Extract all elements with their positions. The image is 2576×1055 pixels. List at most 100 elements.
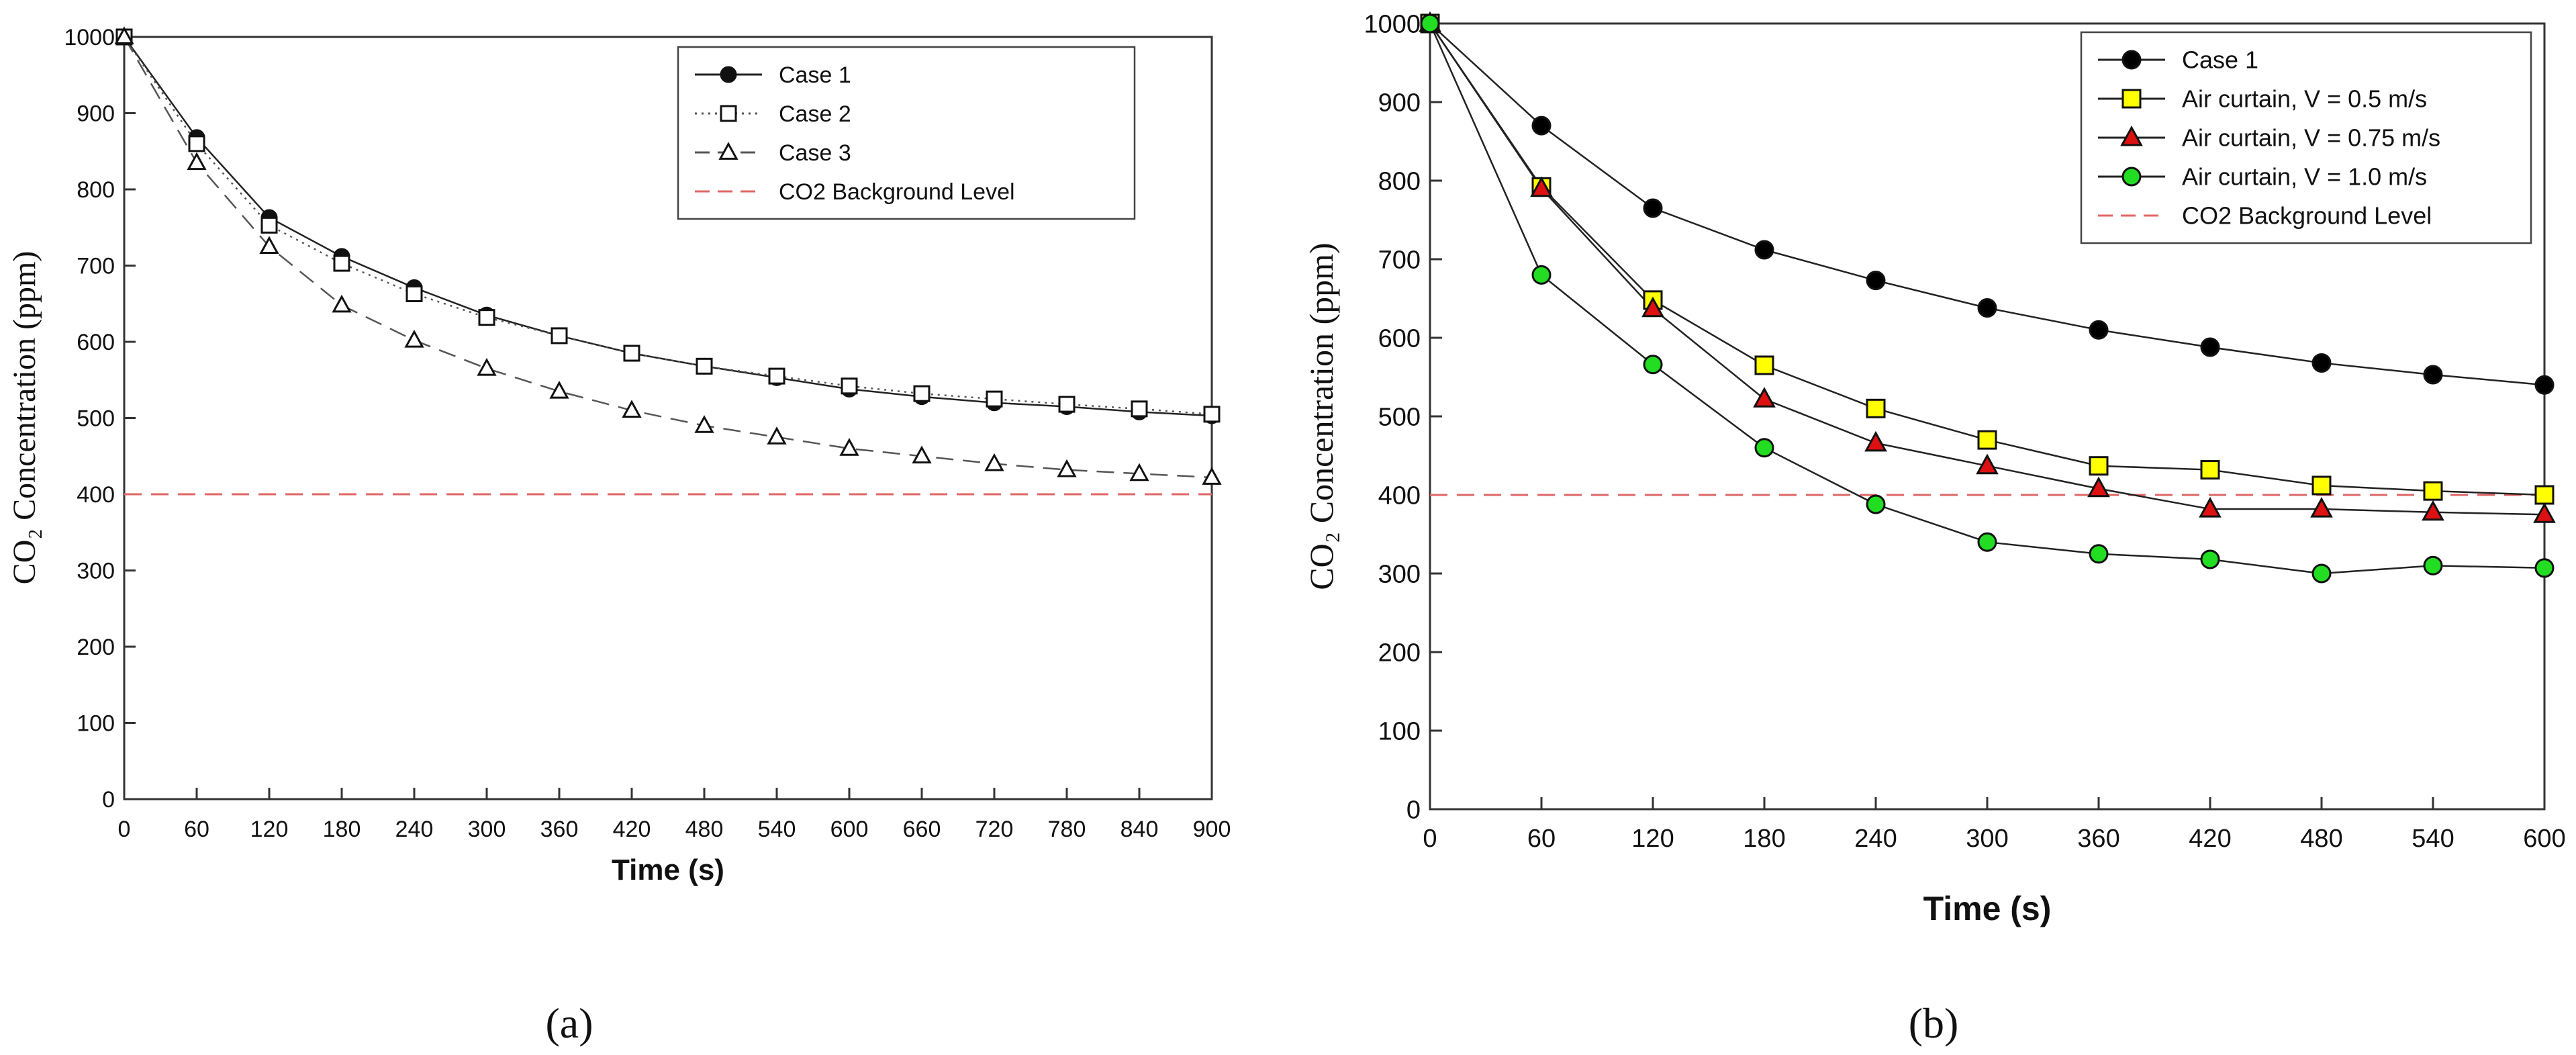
data-point — [2200, 460, 2220, 480]
data-point — [2087, 476, 2110, 498]
data-point — [1202, 467, 1222, 485]
data-point — [1129, 463, 1149, 481]
legend-entry: CO2 Background Level — [779, 179, 1015, 205]
x-tick-label: 600 — [830, 817, 869, 842]
panel-label-a: (a) — [545, 999, 593, 1047]
x-tick-label: 900 — [1193, 817, 1231, 842]
data-point — [622, 400, 642, 418]
data-point — [2423, 365, 2443, 385]
y-tick-label: 0 — [1406, 796, 1421, 824]
data-point — [1641, 296, 1664, 318]
data-point — [114, 26, 134, 44]
data-point — [477, 357, 497, 376]
data-point — [1753, 387, 1776, 408]
x-tick-label: 540 — [758, 817, 796, 842]
data-point — [913, 385, 931, 402]
y-tick-label: 400 — [77, 482, 115, 508]
data-point — [2200, 549, 2220, 569]
y-tick-label: 700 — [77, 253, 115, 279]
ticks-b: 0 100 200 300 400 500 600 700 800 900 1000 0 60 120 18… — [1364, 10, 2565, 853]
data-point — [841, 377, 858, 395]
chart-panel-a: 0 100 200 300 400 500 600 700 800 900 1000 0 60 120 18… — [7, 25, 1231, 1047]
data-point — [260, 216, 278, 234]
data-point — [2534, 558, 2555, 578]
legend-marker — [2121, 89, 2142, 109]
data-point — [2534, 375, 2555, 395]
legend-marker — [2120, 125, 2143, 146]
data-point — [696, 357, 713, 375]
data-point — [2423, 555, 2443, 576]
series-b — [1419, 11, 2556, 584]
legend-entry: Case 2 — [779, 101, 851, 127]
data-point — [2199, 496, 2222, 518]
legend-marker — [720, 105, 737, 122]
data-point — [1643, 198, 1663, 218]
y-tick-label: 500 — [77, 406, 115, 431]
y-tick-label: 1000 — [64, 25, 115, 50]
x-tick-label: 120 — [1631, 825, 1674, 853]
legend-box — [677, 46, 1136, 220]
x-tick-label: 360 — [540, 817, 579, 842]
y-axis-label-b: CO₂ Concentration (ppm) — [1302, 242, 1340, 590]
data-point — [2311, 475, 2332, 496]
data-point — [1058, 396, 1076, 413]
data-point — [1977, 430, 1997, 450]
y-tick-label: 700 — [1378, 246, 1421, 274]
legend-entry: Air curtain, V = 0.75 m/s — [2182, 124, 2440, 152]
data-point — [767, 426, 787, 445]
data-point — [1643, 355, 1663, 375]
legend-marker — [718, 142, 738, 160]
x-tick-label: 420 — [613, 817, 651, 842]
y-tick-label: 100 — [1378, 717, 1421, 745]
data-point — [2423, 481, 2443, 501]
data-point — [1976, 453, 1999, 475]
series-a — [114, 26, 1222, 496]
data-point — [2533, 502, 2556, 523]
data-point — [1131, 400, 1148, 418]
legend-entry: Case 3 — [779, 140, 851, 166]
y-tick-label: 500 — [1378, 403, 1421, 431]
data-point — [912, 445, 932, 464]
data-point — [1754, 240, 1774, 260]
legend-marker — [2121, 50, 2142, 70]
x-tick-label: 60 — [184, 817, 209, 842]
y-tick-label: 800 — [1378, 167, 1421, 195]
y-tick-label: 200 — [77, 635, 115, 660]
series-line-3 — [123, 36, 1212, 479]
data-point — [986, 390, 1003, 408]
data-point — [2310, 496, 2333, 518]
data-point — [1420, 13, 1440, 34]
data-point — [1866, 398, 1886, 418]
y-tick-label: 0 — [102, 787, 115, 813]
y-tick-label: 1000 — [1364, 10, 1421, 38]
y-tick-label: 400 — [1378, 481, 1421, 510]
data-point — [1866, 494, 1886, 514]
data-point — [1866, 271, 1886, 291]
data-point — [2311, 353, 2332, 373]
data-point — [188, 135, 205, 152]
data-point — [1530, 176, 1553, 197]
y-tick-label: 900 — [77, 101, 115, 126]
data-point — [1057, 459, 1077, 477]
x-tick-label: 780 — [1048, 817, 1086, 842]
data-point — [404, 329, 424, 348]
legend-b: Case 1 Air curtain, V = 0.5 m/s Air curtai… — [2080, 31, 2532, 244]
legend-entry: CO2 Background Level — [2182, 202, 2432, 230]
data-point — [1864, 430, 1887, 452]
panel-label-b: (b) — [1909, 999, 1959, 1047]
x-tick-label: 720 — [975, 817, 1014, 842]
data-point — [2311, 563, 2332, 584]
legend-entry: Air curtain, V = 1.0 m/s — [2182, 163, 2427, 191]
x-tick-label: 540 — [2412, 825, 2454, 853]
x-tick-label: 60 — [1527, 825, 1556, 853]
y-tick-label: 600 — [1378, 324, 1421, 353]
data-point — [2089, 456, 2109, 476]
x-tick-label: 240 — [1854, 825, 1897, 853]
data-point — [332, 294, 352, 313]
data-point — [549, 381, 569, 399]
x-tick-label: 180 — [1743, 825, 1785, 853]
data-point — [478, 309, 495, 326]
y-tick-label: 900 — [1378, 89, 1421, 117]
y-tick-label: 200 — [1378, 639, 1421, 667]
